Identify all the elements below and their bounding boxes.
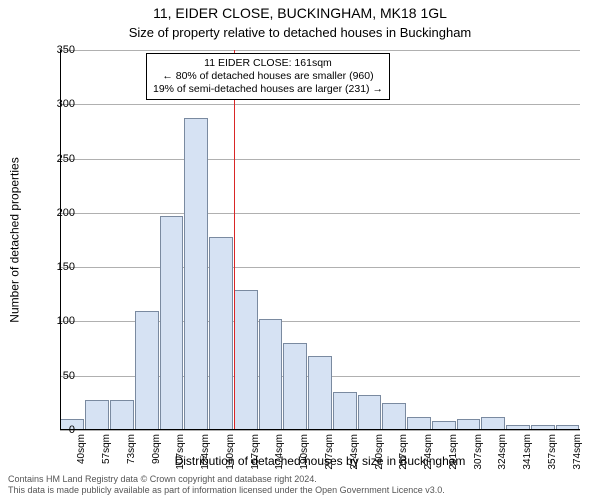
marker-vline	[234, 50, 235, 430]
y-tick-label: 0	[45, 424, 75, 436]
grid-line	[60, 104, 580, 105]
footer-line-1: Contains HM Land Registry data © Crown c…	[8, 474, 445, 485]
footer-line-2: This data is made publicly available as …	[8, 485, 445, 496]
grid-line	[60, 159, 580, 160]
annotation-line: 11 EIDER CLOSE: 161sqm	[153, 57, 383, 70]
histogram-bar	[283, 343, 307, 430]
histogram-bar	[184, 118, 208, 430]
histogram-bar	[85, 400, 109, 430]
x-axis-label: Distribution of detached houses by size …	[60, 454, 580, 468]
histogram-bar	[160, 216, 184, 430]
y-tick-label: 100	[45, 315, 75, 327]
axis-spine-bottom	[60, 429, 580, 430]
histogram-bar	[135, 311, 159, 430]
grid-line	[60, 267, 580, 268]
y-tick-label: 300	[45, 98, 75, 110]
y-axis-label: Number of detached properties	[8, 50, 22, 430]
histogram-bar	[110, 400, 134, 430]
histogram-bar	[234, 290, 258, 430]
histogram-bar	[333, 392, 357, 430]
y-tick-label: 50	[45, 370, 75, 382]
grid-line	[60, 50, 580, 51]
grid-line	[60, 213, 580, 214]
histogram-bar	[209, 237, 233, 430]
y-tick-label: 350	[45, 44, 75, 56]
y-tick-label: 200	[45, 207, 75, 219]
histogram-bar	[308, 356, 332, 430]
grid-line	[60, 430, 580, 431]
title-main: 11, EIDER CLOSE, BUCKINGHAM, MK18 1GL	[0, 5, 600, 21]
histogram-bar	[382, 403, 406, 430]
title-sub: Size of property relative to detached ho…	[0, 25, 600, 40]
annotation-line: ← 80% of detached houses are smaller (96…	[153, 70, 383, 83]
y-tick-label: 250	[45, 153, 75, 165]
annotation-box: 11 EIDER CLOSE: 161sqm← 80% of detached …	[146, 53, 390, 100]
chart-container: 11, EIDER CLOSE, BUCKINGHAM, MK18 1GL Si…	[0, 0, 600, 500]
y-axis-label-text: Number of detached properties	[8, 157, 22, 322]
plot-area: 11 EIDER CLOSE: 161sqm← 80% of detached …	[60, 50, 580, 430]
histogram-bar	[259, 319, 283, 430]
footer-attribution: Contains HM Land Registry data © Crown c…	[8, 474, 445, 496]
histogram-bar	[358, 395, 382, 430]
y-tick-label: 150	[45, 261, 75, 273]
annotation-line: 19% of semi-detached houses are larger (…	[153, 83, 383, 96]
